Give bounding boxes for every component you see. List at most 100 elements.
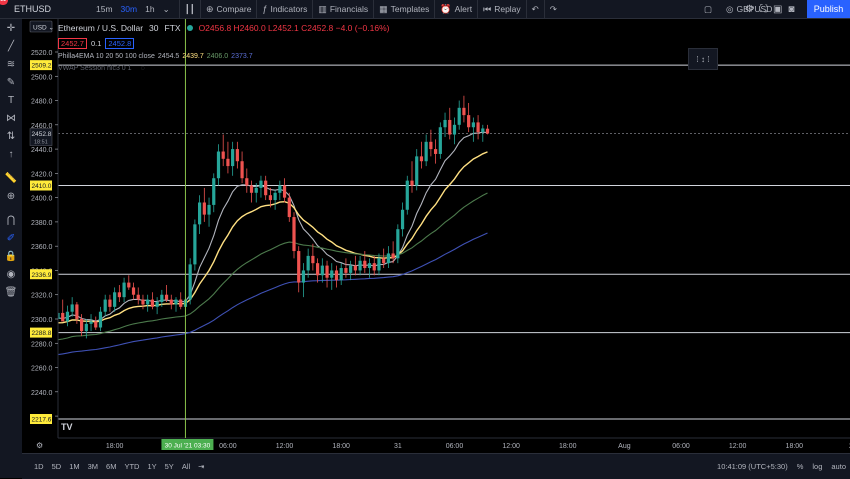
layout-icon[interactable]: ▢ [704, 3, 713, 14]
candle-body [98, 311, 103, 328]
candle-body [146, 299, 150, 305]
candle-body [405, 180, 409, 210]
candles [56, 95, 490, 339]
indicator-legend[interactable]: Philla4EMA 10 20 50 100 close 2454.5 243… [58, 50, 390, 62]
lock-drawing-icon[interactable]: ✐ [6, 232, 16, 244]
alert-button[interactable]: ⏰ Alert [435, 0, 479, 18]
candle-body [198, 202, 202, 225]
range-1d[interactable]: 1D [34, 462, 44, 471]
fib-icon[interactable]: ≋ [6, 58, 16, 70]
ruler-widget[interactable]: ⁞ ↕ ⁞ [688, 48, 718, 70]
currency-box [29, 20, 53, 33]
eye-off-icon[interactable]: ◌ [140, 64, 145, 72]
level-label-bg [30, 180, 52, 191]
candle-body [240, 161, 244, 179]
trend-line-icon[interactable]: ╱ [7, 40, 15, 52]
candle-body [400, 209, 405, 230]
level-label: 2217.6 [32, 417, 52, 424]
candle-body [438, 127, 442, 154]
fullscreen-icon[interactable]: ⛶ [759, 3, 767, 15]
trash-icon[interactable]: 🗑 [4, 286, 18, 298]
range-1m[interactable]: 1M [69, 462, 80, 471]
publish-button[interactable]: Publish [807, 0, 850, 18]
candle-body [70, 304, 74, 312]
crosshair-icon[interactable]: ✛ [6, 22, 16, 34]
zoom-icon[interactable]: ⊕ [6, 190, 16, 202]
x-tick-label: 12:00 [729, 443, 747, 450]
chart-style-button[interactable]: ┃┃ [180, 0, 201, 18]
text-icon[interactable]: T [7, 94, 15, 106]
buy-button[interactable]: 2452.8 [105, 37, 135, 49]
candle-body [358, 260, 362, 271]
go-to-date-icon[interactable]: ⇥ [198, 462, 205, 471]
x-tick-label: 06:00 [219, 443, 237, 450]
compare-button[interactable]: ⊕ Compare [201, 0, 258, 18]
gear-icon[interactable]: ⚙ [745, 3, 754, 15]
ruler-icon[interactable]: 📏 [4, 172, 18, 184]
vwap-legend[interactable]: VWAP Session hlc3 0 1 ◌ [58, 62, 390, 74]
range-5y[interactable]: 5Y [164, 462, 174, 471]
candle-body [386, 253, 390, 264]
candle-body [382, 258, 386, 264]
level-label: 2410.0 [32, 183, 52, 190]
candle-body [264, 180, 268, 196]
right-icons: ⚙ ⛶ ▣ ◙ [745, 0, 794, 18]
time-axis[interactable]: 18:003006:0012:0018:003106:0012:0018:00A… [36, 437, 850, 453]
lock-icon[interactable]: 🔒 [4, 250, 18, 262]
redo-button[interactable]: ↷ [545, 0, 562, 18]
candle-body [471, 122, 475, 128]
candle-body [117, 292, 121, 298]
range-all[interactable]: All [181, 462, 191, 471]
drawing-toolbar: ✛ ╱ ≋ ✎ T ⋈ ⇅ ↑ 📏 ⊕ ⋂ ✐ 🔒 ◉ 🗑 [0, 19, 23, 478]
auto-toggle[interactable]: auto [831, 462, 846, 471]
fullscreen-alt-icon[interactable]: ▣ [772, 3, 783, 15]
prediction-icon[interactable]: ⇅ [6, 130, 16, 142]
x-tick-label: 18:00 [786, 443, 804, 450]
candle-body [179, 299, 183, 307]
timeframe-1h[interactable]: 1h [145, 4, 155, 14]
timeframe-30m[interactable]: 30m [120, 4, 138, 14]
price-axis[interactable]: 2220.02240.02260.02280.02300.02320.02340… [22, 19, 59, 453]
indicators-button[interactable]: ƒ Indicators [257, 0, 314, 18]
indicators-label: Indicators [270, 4, 308, 14]
legend-title[interactable]: Ethereum / U.S. Dollar [58, 22, 144, 33]
range-5d[interactable]: 5D [51, 462, 62, 471]
undo-button[interactable]: ↶ [527, 0, 545, 18]
symbol-search[interactable]: 11 ETHUSD [0, 0, 64, 14]
replay-button[interactable]: ⏮ Replay [478, 0, 527, 18]
range-3m[interactable]: 3M [87, 462, 99, 471]
candle-body [80, 318, 84, 332]
sell-button[interactable]: 2452.7 [58, 37, 87, 49]
alert-label: Alert [454, 4, 473, 14]
log-toggle[interactable]: log [812, 462, 823, 471]
range-ytd[interactable]: YTD [124, 462, 140, 471]
ema50-value: 2406.0 [206, 52, 229, 60]
chevron-down-icon[interactable]: ⌄ [162, 3, 170, 14]
currency-selector[interactable]: ▢ ◎ GBPUSD [704, 0, 772, 18]
y-tick-label: 2380.0 [31, 220, 53, 227]
timeframe-15m[interactable]: 15m [96, 4, 113, 14]
candle-body [108, 299, 112, 307]
range-6m[interactable]: 6M [106, 462, 117, 471]
templates-button[interactable]: ▦ Templates [374, 0, 436, 18]
countdown-label: 18:51 [34, 140, 48, 146]
x-tick-label: 18:00 [332, 443, 350, 450]
settings-icon: ⚙ [36, 441, 43, 450]
pattern-icon[interactable]: ⋈ [6, 112, 16, 124]
arrow-up-icon[interactable]: ↑ [8, 148, 14, 160]
top-toolbar: 11 ETHUSD 15m 30m 1h ⌄ ┃┃ ⊕ Compare ƒ Indi… [0, 0, 850, 19]
eye-icon[interactable]: ◉ [6, 268, 16, 280]
notification-badge[interactable]: 11 [0, 0, 9, 5]
camera-icon[interactable]: ◙ [788, 3, 795, 15]
price-axis-bg [22, 19, 58, 453]
brush-icon[interactable]: ✎ [6, 76, 16, 88]
candle-body [325, 265, 329, 278]
clock-time[interactable]: 10:41:09 (UTC+5:30) [717, 462, 788, 471]
financials-button[interactable]: ▥ Financials [313, 0, 375, 18]
x-tick-label: 12:00 [502, 443, 520, 450]
range-1y[interactable]: 1Y [147, 462, 157, 471]
alarm-clock-icon: ⏰ [440, 3, 452, 14]
magnet-icon[interactable]: ⋂ [6, 214, 16, 226]
percent-toggle[interactable]: % [796, 462, 804, 471]
